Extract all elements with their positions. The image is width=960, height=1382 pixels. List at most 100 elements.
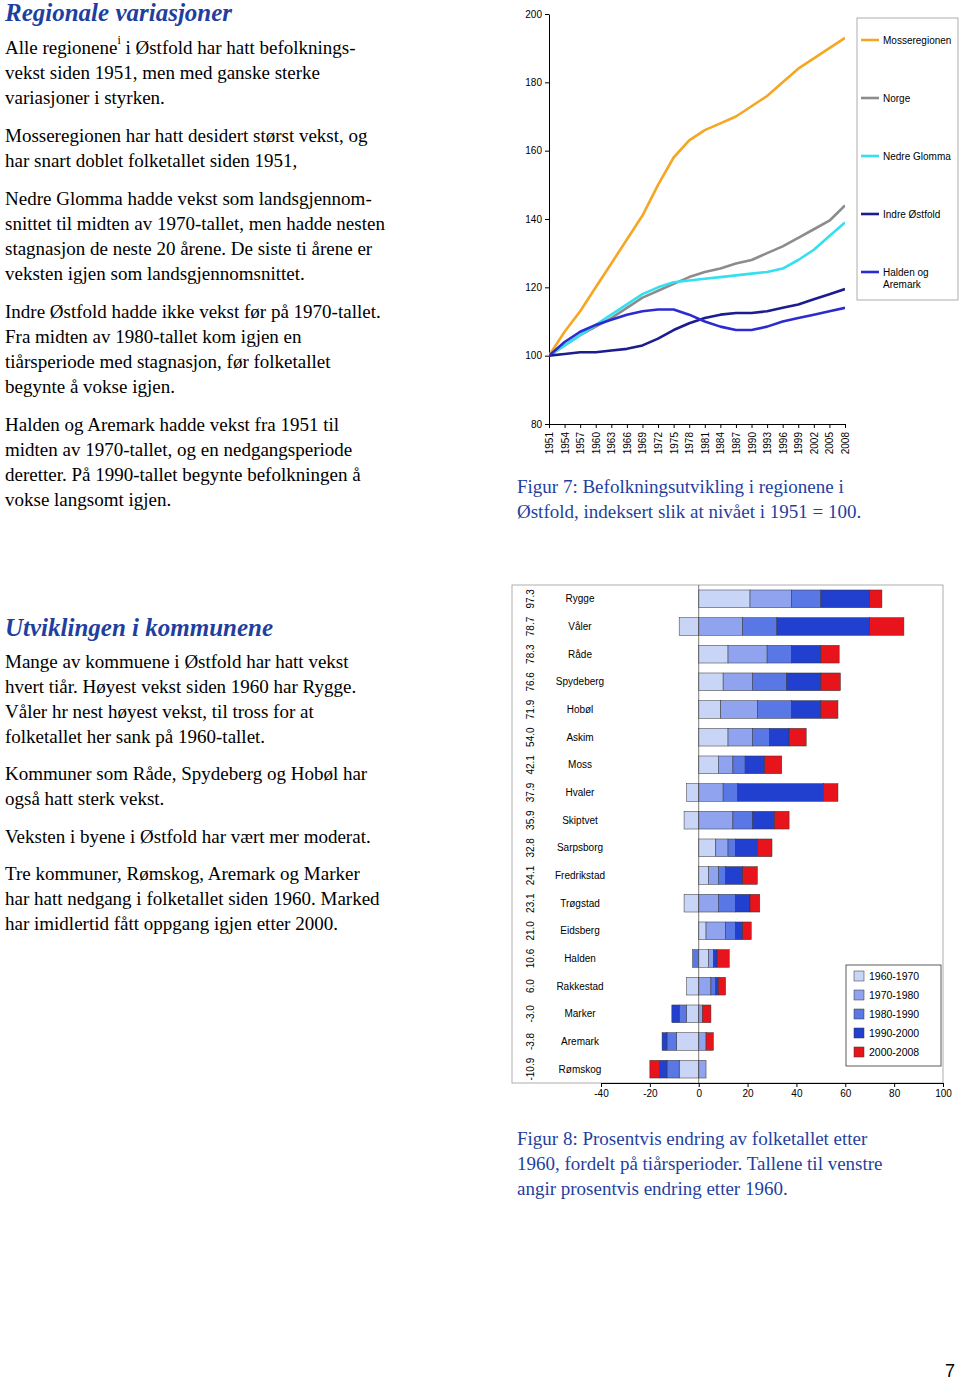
- category-label: Rygge: [566, 593, 595, 604]
- tick: 20: [743, 1083, 755, 1099]
- tick-label: 1966: [622, 432, 633, 455]
- bar-segment: [726, 922, 736, 940]
- bar-segment: [660, 1060, 667, 1078]
- bar-segment: [752, 811, 774, 829]
- bar-segment: [687, 1005, 699, 1023]
- tick: 100: [935, 1083, 952, 1099]
- tick-label: 200: [525, 9, 542, 20]
- text-line: også hatt sterk vekst.: [5, 788, 164, 809]
- tick: 1963: [606, 424, 617, 454]
- tick-label: 1963: [606, 432, 617, 455]
- tick-mark: [545, 82, 549, 83]
- bar-segment: [650, 1060, 660, 1078]
- tick-label: 2005: [824, 432, 835, 455]
- tick-mark: [650, 1083, 651, 1087]
- total-label: -10.9: [525, 1057, 536, 1080]
- total-label: -3.8: [525, 1032, 536, 1050]
- tick-mark: [674, 424, 675, 428]
- text-span: Indre Østfold: [883, 209, 940, 220]
- bar-segment: [743, 618, 777, 636]
- bar-segment: [699, 977, 711, 995]
- bar-segment: [699, 1060, 706, 1078]
- tick: 1993: [762, 424, 773, 454]
- tick: 1984: [715, 424, 726, 454]
- tick-mark: [748, 1083, 749, 1087]
- tick-label: -40: [594, 1088, 609, 1099]
- bar-segment: [713, 950, 717, 968]
- tick-mark: [545, 424, 549, 425]
- tick: 1978: [684, 424, 695, 454]
- category-label: Eidsberg: [560, 925, 599, 936]
- legend-label: Indre Østfold: [883, 209, 940, 220]
- bar-segment: [718, 894, 735, 912]
- tick: 40: [791, 1083, 803, 1099]
- bar-segment: [699, 728, 728, 746]
- text-span: Alle regionene: [5, 37, 117, 58]
- bar-segment: [823, 784, 838, 802]
- bar-segment: [765, 756, 782, 774]
- bar-segment: [699, 811, 733, 829]
- text-line: Nedre Glomma hadde vekst som landsgjenno…: [5, 188, 372, 209]
- tick: 2005: [824, 424, 835, 454]
- tick-label: 1999: [793, 432, 804, 455]
- bar-segment: [708, 867, 718, 885]
- tick-label: -20: [643, 1088, 658, 1099]
- text-section: Utviklingen i kommuneneMange av kommuene…: [5, 614, 380, 935]
- bar-segment: [757, 839, 772, 857]
- total-label: 78.3: [525, 644, 536, 664]
- tick-mark: [814, 424, 815, 428]
- bar-segment: [721, 701, 758, 719]
- bar-segment: [743, 922, 752, 940]
- legend-item: Nedre Glomma: [861, 151, 951, 162]
- bar-segment: [699, 867, 709, 885]
- text-line: Mosseregionen har hatt desidert størst v…: [5, 125, 368, 146]
- total-label: 37.9: [525, 782, 536, 802]
- bar-segment: [677, 1033, 699, 1051]
- tick-label: 1987: [731, 432, 742, 455]
- x-axis: 1951195419571960196319661969197219751978…: [544, 424, 851, 454]
- legend-swatch: [861, 39, 879, 42]
- text-span: Nedre Glomma: [883, 151, 951, 162]
- text-line: Alle regionenei i Østfold har hatt befol…: [5, 33, 356, 58]
- tick-label: 1984: [715, 432, 726, 455]
- tick-label: 1951: [544, 432, 555, 455]
- tick-label: 1996: [778, 432, 789, 455]
- total-label: 35.9: [525, 810, 536, 830]
- bar-chart: -40-20020406080100RyggeVålerRådeSpydeber…: [512, 585, 952, 1099]
- tick: 200: [525, 9, 549, 20]
- text-line: Veksten i byene i Østfold har vært mer m…: [5, 826, 371, 847]
- legend-label: 2000-2008: [869, 1046, 919, 1058]
- bar-segment: [738, 784, 824, 802]
- caption: 1960, fordelt på tiårsperioder. Tallene …: [517, 1153, 883, 1174]
- bar-segment: [777, 618, 870, 636]
- legend-label: 1970-1980: [869, 989, 919, 1001]
- legend-swatch: [854, 990, 864, 1000]
- tick: 0: [696, 1083, 702, 1099]
- bar-segment: [699, 1033, 706, 1051]
- text-line: deretter. På 1990-tallet begynte befolkn…: [5, 464, 361, 485]
- total-label: 24.1: [525, 865, 536, 885]
- tick: 1957: [575, 424, 586, 454]
- bar-segment: [743, 867, 758, 885]
- text-line: begynte å vokse igjen.: [5, 376, 175, 397]
- bar-segment: [667, 1033, 677, 1051]
- legend: 1960-19701970-19801980-19901990-20002000…: [846, 965, 941, 1066]
- legend-item: 1970-1980: [854, 989, 919, 1001]
- legend-label: Halden ogAremark: [883, 267, 929, 290]
- bar-segment: [699, 701, 721, 719]
- tick-mark: [642, 424, 643, 428]
- total-label: 21.0: [525, 921, 536, 941]
- category-label: Marker: [564, 1008, 596, 1019]
- bar-segment: [693, 950, 699, 968]
- text-line: Kommuner som Råde, Spydeberg og Hobøl ha…: [5, 763, 368, 784]
- tick-label: 1960: [591, 432, 602, 455]
- bar-segment: [718, 756, 733, 774]
- bar-segment: [870, 590, 882, 608]
- legend-frame: [857, 18, 958, 300]
- bar-segment: [662, 1033, 667, 1051]
- bar-segment: [789, 728, 806, 746]
- category-label: Fredrikstad: [555, 870, 605, 881]
- tick-mark: [627, 424, 628, 428]
- tick: 1990: [747, 424, 758, 454]
- bar-segment: [821, 701, 838, 719]
